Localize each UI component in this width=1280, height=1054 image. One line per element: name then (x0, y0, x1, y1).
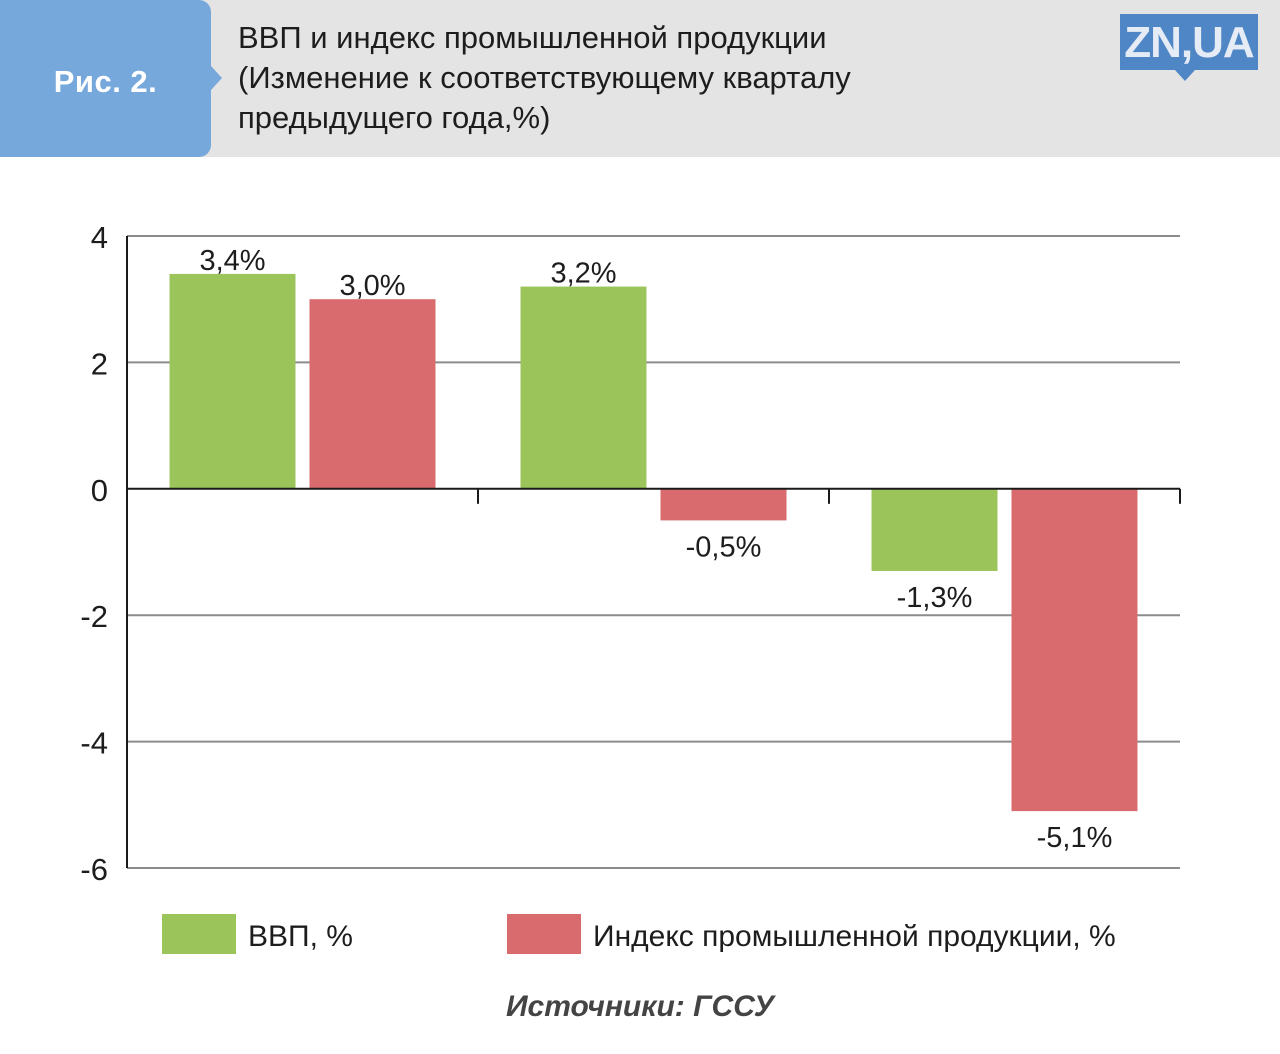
bar (520, 286, 647, 489)
legend-swatch (162, 914, 236, 954)
bar (660, 488, 787, 521)
title-line-1: ВВП и индекс промышленной продукции (238, 20, 827, 55)
y-tick-label: -6 (80, 852, 108, 887)
bar (309, 299, 436, 489)
legend-label: ВВП, % (248, 920, 353, 953)
y-tick-label: 4 (91, 220, 108, 255)
y-tick-label: -4 (80, 726, 108, 761)
zn-ua-logo: ZN,UA (1120, 14, 1258, 70)
badge-arrow-icon (211, 66, 222, 90)
speech-bubble-tail-icon (1175, 70, 1195, 81)
chart-title: ВВП и индекс промышленной продукции (Изм… (238, 18, 1058, 138)
y-tick-label: 2 (91, 346, 108, 381)
bar (1011, 488, 1138, 812)
bar (169, 273, 296, 489)
bar-value-label: 3,2% (550, 258, 616, 290)
bar-value-label: 3,4% (199, 245, 265, 277)
legend-label: Индекс промышленной продукции, % (593, 920, 1116, 953)
bar-value-label: 3,0% (339, 270, 405, 302)
legend-swatch (507, 914, 581, 954)
y-tick-label: 0 (91, 473, 108, 508)
logo-text: ZN,UA (1124, 18, 1254, 67)
bar (871, 488, 998, 571)
title-line-2: (Изменение к соответствующему кварталу (238, 60, 851, 95)
bar-value-label: -5,1% (1037, 822, 1113, 854)
source-note: Источники: ГССУ (505, 990, 775, 1023)
bar-value-label: -1,3% (897, 582, 973, 614)
title-line-3: предыдущего года,%) (238, 100, 551, 135)
header-bar: Рис. 2. ВВП и индекс промышленной продук… (0, 0, 1280, 157)
figure-badge: Рис. 2. (0, 0, 211, 157)
figure-label: Рис. 2. (53, 64, 158, 99)
bar-value-label: -0,5% (686, 531, 762, 563)
y-tick-label: -2 (80, 599, 108, 634)
